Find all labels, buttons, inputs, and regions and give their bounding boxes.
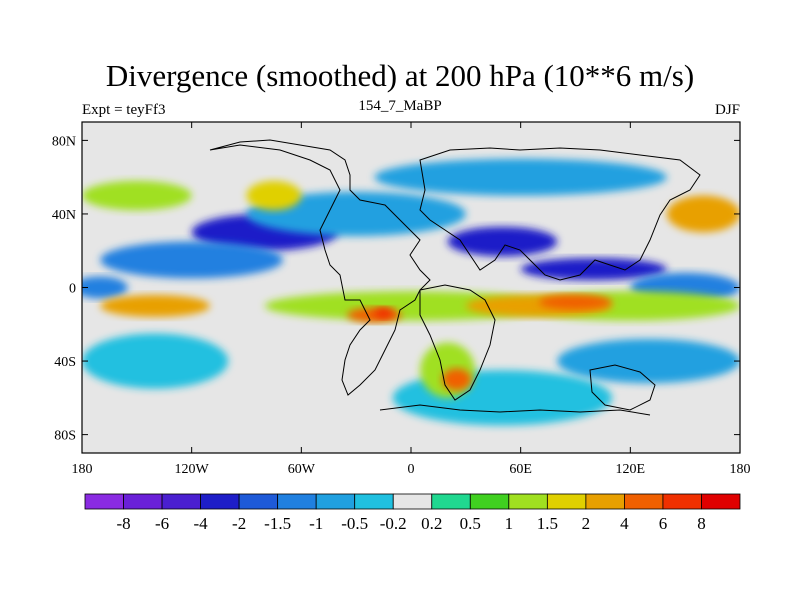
x-tick-label: 180 [730,462,751,477]
colorbar-swatch [585,493,625,510]
colorbar-swatch [624,493,664,510]
x-tick-label: 60E [509,462,532,477]
colorbar-label: 1.5 [537,514,558,533]
x-tick-label: 120E [616,462,646,477]
divergence-region-8 [557,338,740,384]
colorbar-label: -1 [309,514,323,533]
colorbar-label: -6 [155,514,169,533]
season-label: DJF [714,102,740,118]
colorbar-swatch [84,493,124,510]
colorbar-label: -0.5 [341,514,368,533]
colorbar-swatch [354,493,394,510]
colorbar-label: -4 [194,514,209,533]
divergence-region-11 [264,291,558,321]
colorbar-swatch [123,493,163,510]
divergence-region-5 [82,276,128,299]
coastline-eurasia [419,147,701,281]
colorbar-swatch [546,493,587,510]
divergence-field [82,158,740,426]
colorbar-swatch [701,493,741,510]
divergence-region-6 [246,191,466,237]
coastline-africa [419,284,496,401]
divergence-region-3 [100,241,284,279]
colorbar-swatch [200,493,240,510]
divergence-region-13 [82,180,192,211]
colorbar-swatch [315,493,356,510]
axes: 180 120W 60W 0 60E 120E 180 80N 40N 0 40S 80S [52,122,751,477]
divergence-region-20 [538,294,613,310]
y-tick-label: 40S [54,355,76,370]
colorbar-swatch [469,493,510,510]
colorbar-swatch [508,493,548,510]
run-label: 154_7_MaBP [358,98,442,114]
colorbar-swatch [161,493,201,510]
coastline-antarctica [379,404,651,416]
coastline-australia [589,364,656,411]
divergence-region-1 [447,226,558,257]
divergence-region-19 [347,307,402,323]
coastline-north-america [209,139,431,396]
colorbar-swatch [662,493,702,510]
x-tick-label: 60W [288,462,316,477]
colorbar-label: -1.5 [264,514,291,533]
y-tick-label: 80S [54,429,76,444]
divergence-region-17 [100,294,210,317]
colorbar-swatch [238,493,279,510]
divergence-region-22 [374,307,393,319]
colorbar-label: 4 [620,514,629,533]
divergence-region-18 [666,195,740,233]
colorbar-label: 1 [505,514,514,533]
coastline [209,139,701,416]
y-tick-label: 0 [69,282,76,297]
x-tick-label: 0 [408,462,415,477]
divergence-region-2 [520,258,667,281]
colorbar-label: 8 [697,514,706,533]
colorbar-label: 0.5 [460,514,481,533]
y-tick-label: 40N [52,208,76,223]
colorbar-label: -8 [116,514,130,533]
colorbar-label: -0.2 [380,514,407,533]
colorbar-swatch [392,493,433,510]
x-tick-label: 180 [72,462,93,477]
experiment-label: Expt = teyFf3 [82,102,166,118]
x-tick-label: 120W [175,462,210,477]
colorbar-label: 2 [582,514,591,533]
y-tick-label: 80N [52,134,76,149]
colorbar: -8 -6 -4 -2 -1.5 -1 -0.5 -0.2 0.2 0.5 1 1.5 2 4 6 8 [84,493,741,533]
colorbar-swatch [277,493,317,510]
divergence-region-7 [374,158,667,196]
colorbar-label: 6 [659,514,668,533]
colorbar-label: -2 [232,514,246,533]
colorbar-swatch [431,493,471,510]
divergence-region-15 [246,180,302,211]
colorbar-label: 0.2 [421,514,442,533]
chart-title: Divergence (smoothed) at 200 hPa (10**6 … [105,58,695,93]
divergence-region-21 [442,368,472,391]
divergence-region-9 [82,333,229,389]
